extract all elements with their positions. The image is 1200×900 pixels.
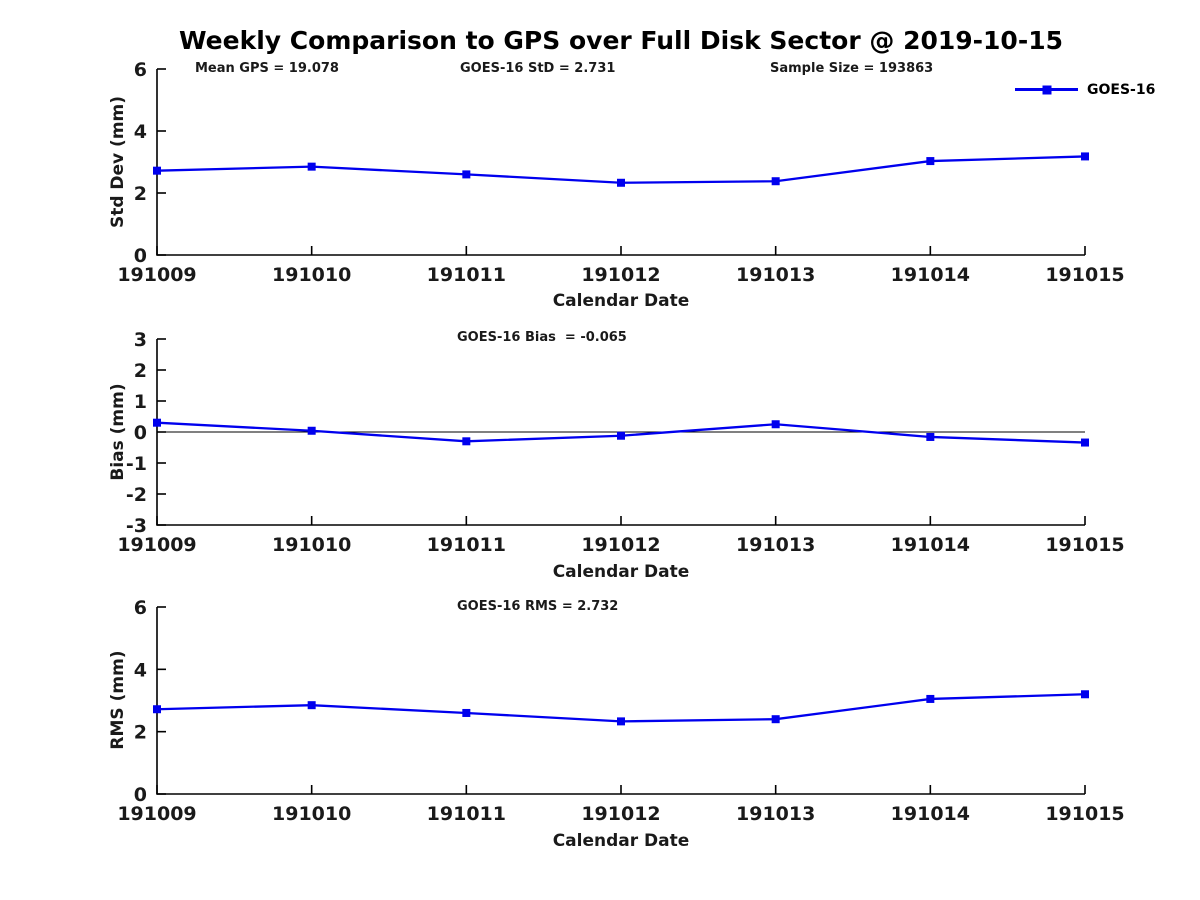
svg-text:4: 4: [134, 659, 147, 681]
svg-text:191014: 191014: [891, 803, 970, 825]
svg-text:191014: 191014: [891, 264, 970, 286]
legend-label: GOES-16: [1087, 81, 1156, 98]
svg-text:0: 0: [134, 784, 147, 806]
svg-text:191012: 191012: [581, 534, 660, 556]
figure-title: Weekly Comparison to GPS over Full Disk …: [179, 26, 1063, 55]
svg-text:-1: -1: [126, 453, 147, 475]
svg-text:0: 0: [134, 245, 147, 267]
svg-text:2: 2: [134, 360, 147, 382]
legend: GOES-16: [1015, 81, 1155, 98]
svg-text:-3: -3: [126, 515, 147, 537]
svg-text:191015: 191015: [1045, 264, 1124, 286]
svg-text:191013: 191013: [736, 534, 815, 556]
svg-text:191012: 191012: [581, 803, 660, 825]
svg-text:191010: 191010: [272, 264, 351, 286]
svg-text:4: 4: [134, 121, 147, 143]
legend-square-marker-icon: [1042, 85, 1051, 94]
svg-text:191010: 191010: [272, 803, 351, 825]
svg-text:2: 2: [134, 722, 147, 744]
svg-text:3: 3: [134, 329, 147, 351]
svg-text:1: 1: [134, 391, 147, 413]
svg-text:191015: 191015: [1045, 803, 1124, 825]
svg-text:191011: 191011: [427, 534, 506, 556]
svg-text:191009: 191009: [117, 534, 196, 556]
svg-text:191014: 191014: [891, 534, 970, 556]
svg-text:191012: 191012: [581, 264, 660, 286]
svg-text:191009: 191009: [117, 803, 196, 825]
svg-text:191011: 191011: [427, 803, 506, 825]
svg-text:2: 2: [134, 183, 147, 205]
legend-line-sample: [1015, 85, 1078, 94]
svg-text:191009: 191009: [117, 264, 196, 286]
svg-text:191010: 191010: [272, 534, 351, 556]
svg-text:191015: 191015: [1045, 534, 1124, 556]
svg-text:191011: 191011: [427, 264, 506, 286]
svg-text:-2: -2: [126, 484, 147, 506]
svg-text:0: 0: [134, 422, 147, 444]
svg-text:191013: 191013: [736, 264, 815, 286]
svg-text:6: 6: [134, 597, 147, 619]
svg-text:191013: 191013: [736, 803, 815, 825]
svg-text:6: 6: [134, 59, 147, 81]
